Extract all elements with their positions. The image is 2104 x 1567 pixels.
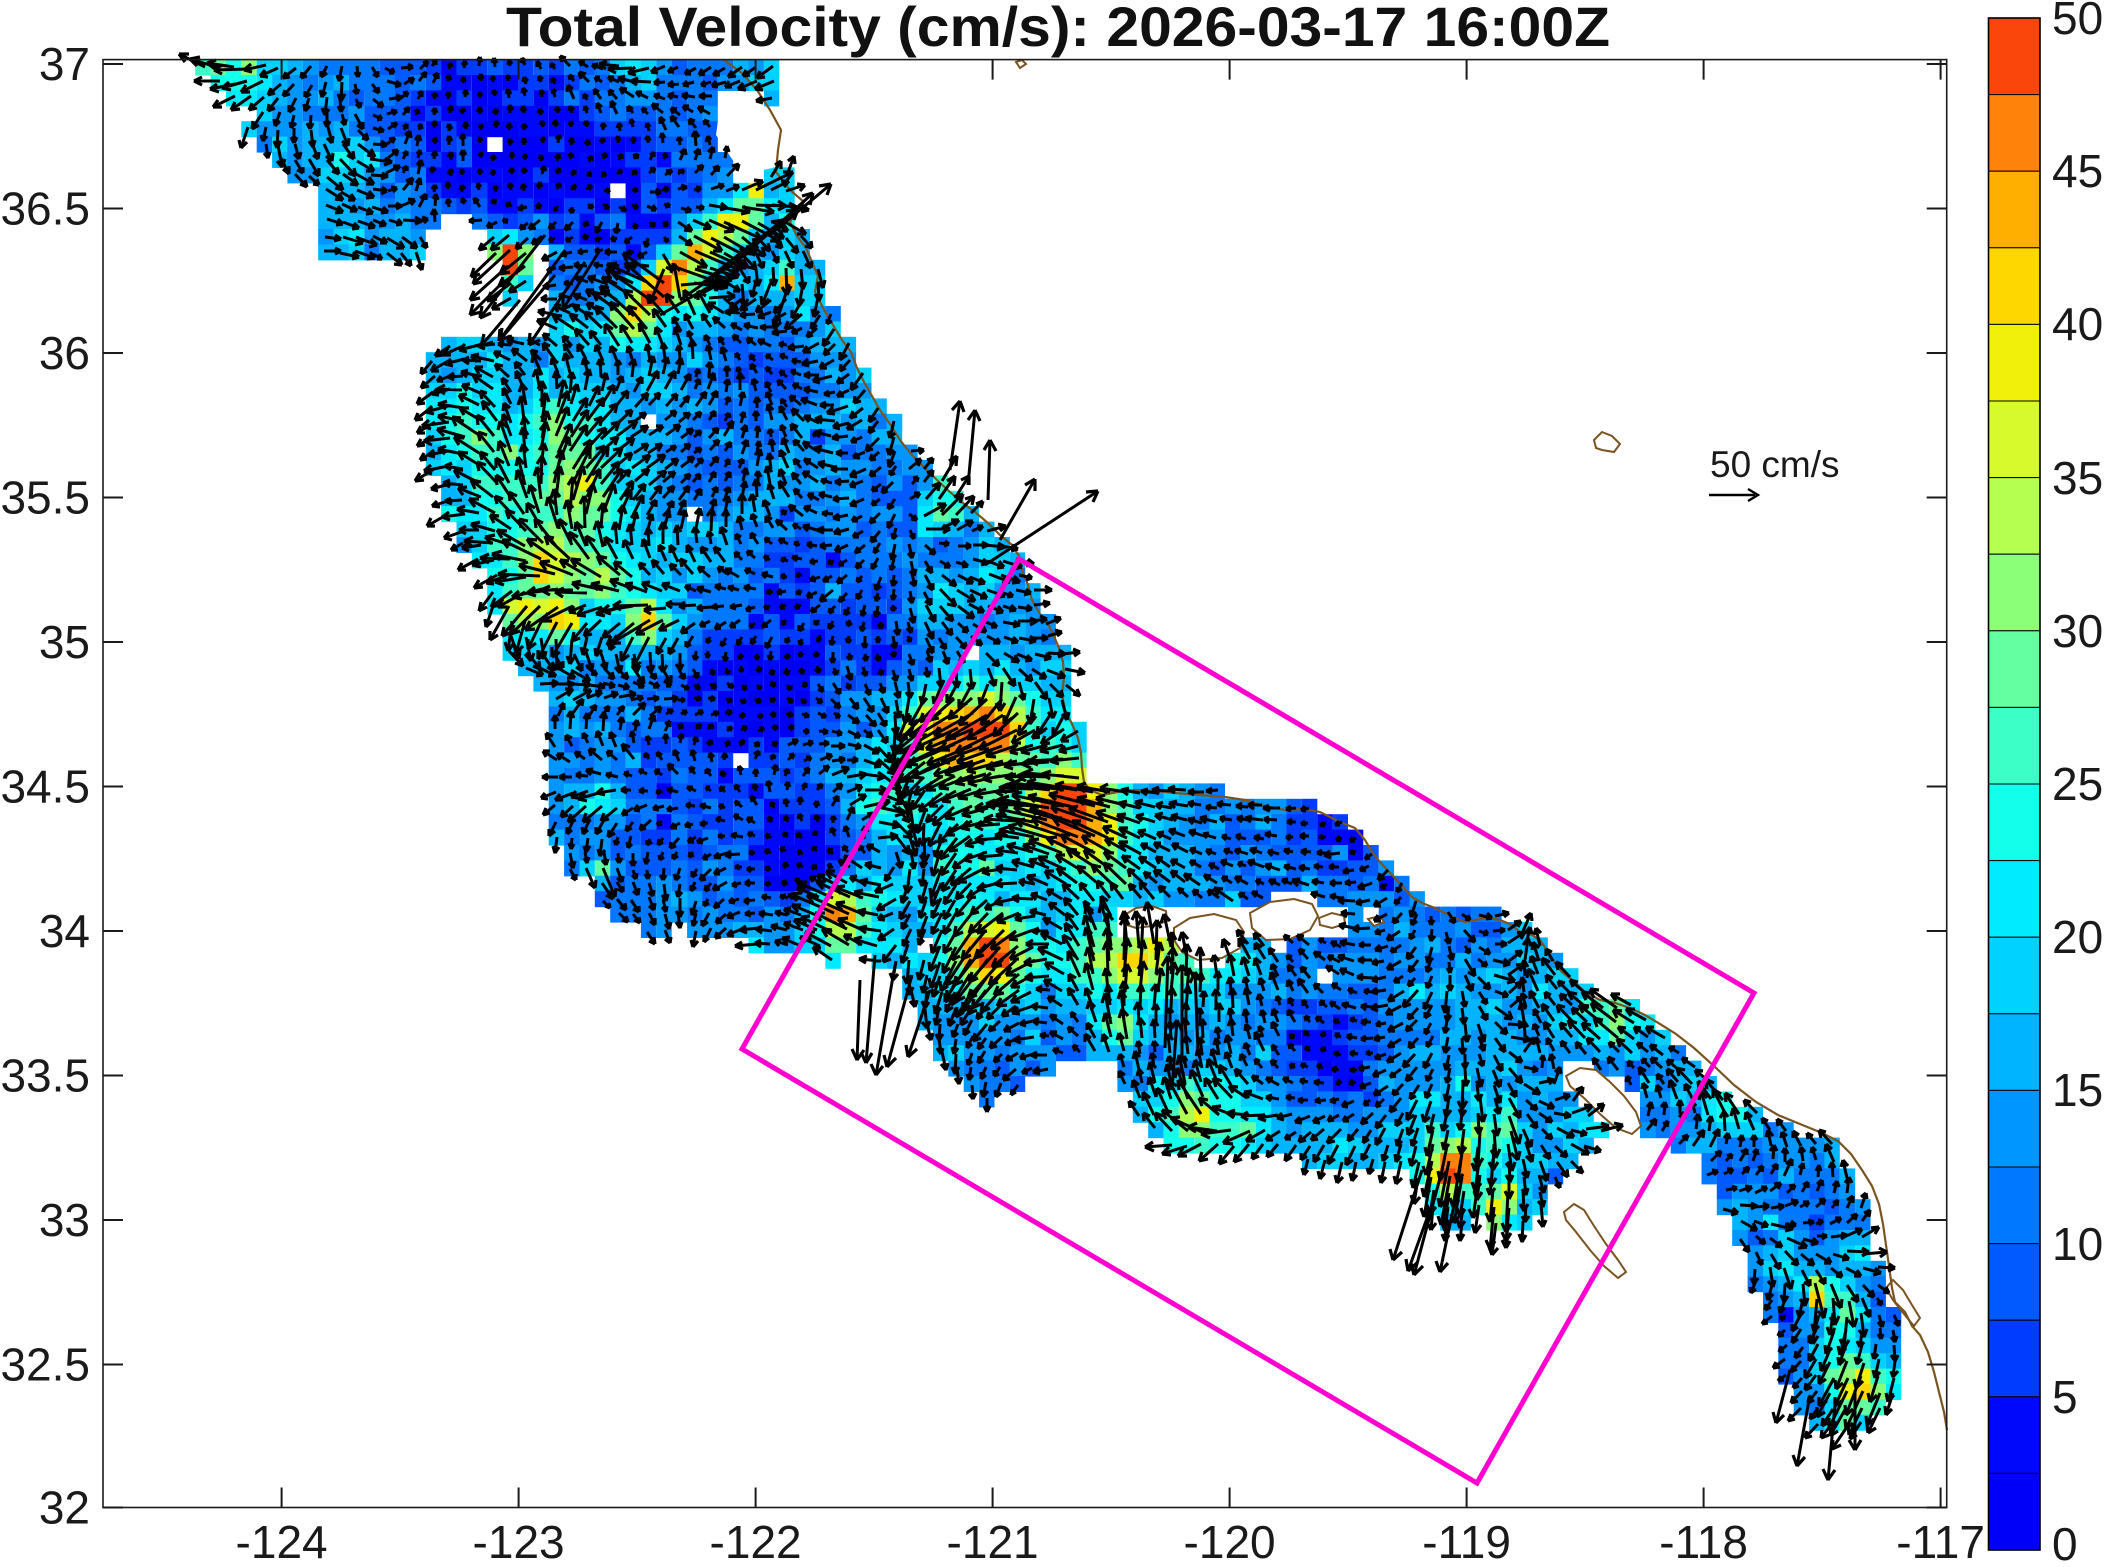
- svg-text:-120: -120: [1184, 1516, 1276, 1562]
- svg-text:33: 33: [39, 1194, 90, 1246]
- svg-text:35: 35: [39, 616, 90, 668]
- svg-text:-121: -121: [947, 1516, 1039, 1562]
- svg-text:35: 35: [2052, 452, 2103, 504]
- svg-text:32: 32: [39, 1482, 90, 1534]
- svg-text:37: 37: [39, 38, 90, 90]
- svg-text:-123: -123: [473, 1516, 565, 1562]
- svg-text:-118: -118: [1659, 1516, 1748, 1562]
- svg-text:50 cm/s: 50 cm/s: [1710, 444, 1840, 485]
- svg-text:-124: -124: [236, 1516, 328, 1562]
- svg-text:25: 25: [2052, 758, 2103, 810]
- svg-text:-122: -122: [710, 1516, 802, 1562]
- svg-text:-119: -119: [1422, 1516, 1511, 1562]
- svg-text:33.5: 33.5: [0, 1050, 90, 1102]
- svg-text:0: 0: [2052, 1518, 2078, 1562]
- svg-text:36.5: 36.5: [0, 183, 90, 235]
- svg-text:32.5: 32.5: [0, 1339, 90, 1391]
- svg-text:15: 15: [2052, 1064, 2103, 1116]
- svg-text:5: 5: [2052, 1371, 2078, 1423]
- svg-text:34.5: 34.5: [0, 761, 90, 813]
- svg-text:-117: -117: [1896, 1516, 1985, 1562]
- svg-text:20: 20: [2052, 911, 2103, 963]
- svg-text:45: 45: [2052, 145, 2103, 197]
- svg-text:30: 30: [2052, 605, 2103, 657]
- svg-text:36: 36: [39, 327, 90, 379]
- svg-text:10: 10: [2052, 1218, 2103, 1270]
- svg-text:34: 34: [39, 905, 90, 957]
- svg-text:Total Velocity (cm/s): 2026-03: Total Velocity (cm/s): 2026-03-17 16:00Z: [506, 0, 1610, 58]
- svg-text:50: 50: [2052, 0, 2103, 44]
- svg-text:35.5: 35.5: [0, 472, 90, 524]
- svg-text:40: 40: [2052, 298, 2103, 350]
